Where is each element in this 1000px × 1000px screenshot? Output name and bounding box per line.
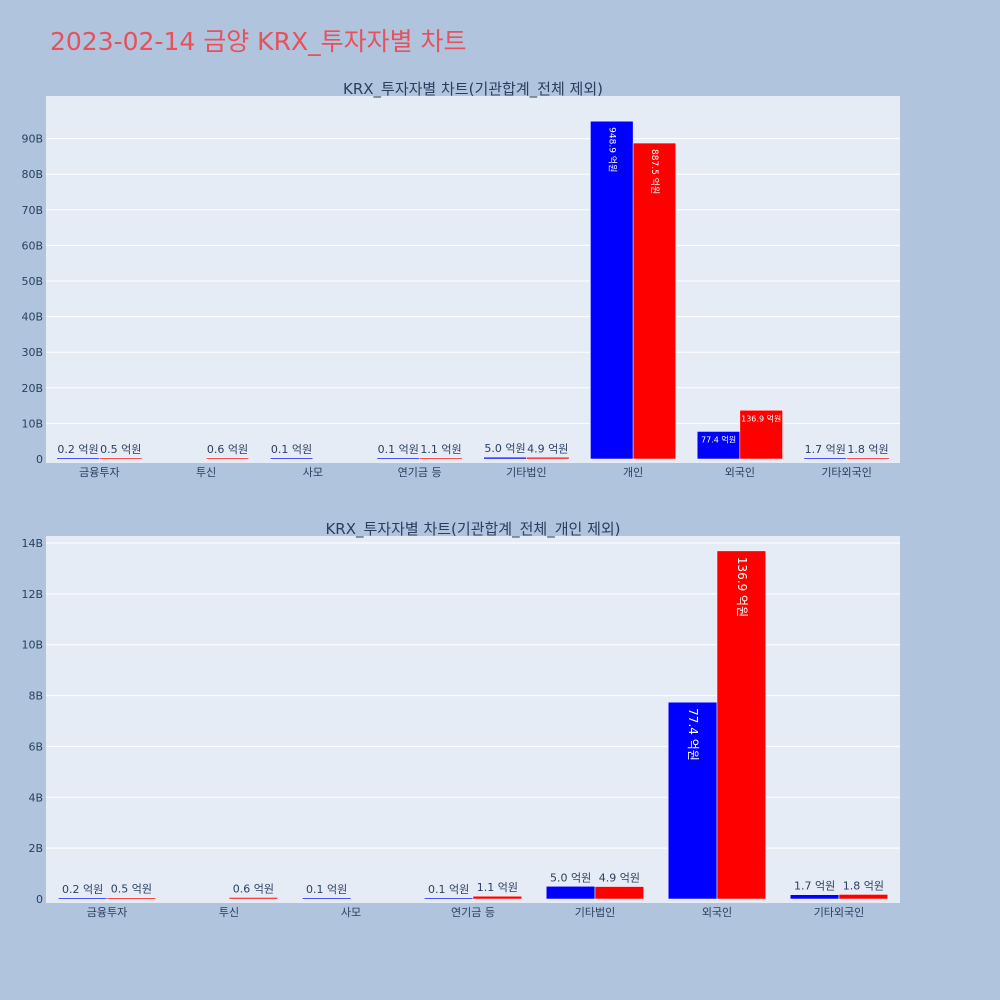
page-title: 2023-02-14 금양 KRX_투자자별 차트 — [50, 27, 467, 56]
x-tick-label: 기타외국인 — [821, 466, 872, 479]
y-tick-label: 12B — [21, 588, 43, 601]
y-tick-label: 6B — [28, 740, 43, 753]
bar — [106, 897, 157, 900]
data-label: 0.2 억원 — [62, 883, 103, 896]
y-tick-label: 40B — [21, 311, 43, 324]
x-tick-label: 사모 — [303, 466, 323, 479]
x-tick-label: 개인 — [623, 466, 643, 479]
chart-investor-excl-institution-total: 0 10B 20B 30B 40B 50B 60B 70B 80B 90B KRX_투자자별 차트(… — [21, 80, 900, 479]
data-label: 77.4 억원 — [686, 708, 700, 761]
data-label: 887.5 억원 — [649, 149, 661, 194]
bar — [423, 897, 474, 900]
bar — [301, 897, 352, 900]
y-tick-label: 8B — [28, 690, 43, 703]
data-label: 4.9 억원 — [527, 442, 568, 455]
x-tick-label: 투신 — [196, 466, 216, 479]
data-label: 0.1 억원 — [378, 443, 419, 456]
data-label: 77.4 억원 — [701, 434, 736, 444]
data-label: 0.1 억원 — [428, 883, 469, 896]
bar — [56, 457, 100, 460]
data-label: 1.1 억원 — [477, 881, 518, 894]
data-label: 4.9 억원 — [599, 872, 640, 885]
bar — [545, 886, 596, 900]
y-tick-label: 50B — [21, 275, 43, 288]
data-label: 0.6 억원 — [233, 882, 274, 895]
y-tick-label: 0 — [36, 893, 43, 906]
data-label: 5.0 억원 — [550, 871, 591, 884]
bar — [205, 457, 250, 460]
bar — [739, 410, 783, 460]
data-label: 0.5 억원 — [111, 883, 152, 896]
x-tick-label: 연기금 등 — [398, 466, 442, 479]
data-label: 0.6 억원 — [207, 443, 248, 456]
y-tick-label: 20B — [21, 382, 43, 395]
data-label: 1.1 억원 — [420, 443, 461, 456]
bar — [526, 457, 570, 460]
x-tick-label: 기타외국인 — [814, 906, 865, 919]
bar — [789, 894, 840, 900]
bar — [803, 457, 847, 460]
data-label: 5.0 억원 — [484, 442, 525, 455]
x-tick-label: 외국인 — [702, 906, 732, 919]
data-label: 136.9 억원 — [735, 557, 749, 617]
y-tick-label: 70B — [21, 204, 43, 217]
y-tick-label: 4B — [28, 791, 43, 804]
data-label: 1.7 억원 — [805, 443, 846, 456]
x-tick-label: 금융투자 — [87, 906, 127, 919]
y-tick-label: 90B — [21, 133, 43, 146]
data-label: 1.8 억원 — [847, 443, 888, 456]
x-tick-label: 금융투자 — [79, 466, 119, 479]
y-tick-label: 2B — [28, 842, 43, 855]
y-tick-label: 10B — [21, 639, 43, 652]
x-tick-label: 연기금 등 — [451, 906, 495, 919]
bar — [472, 895, 523, 900]
data-label: 0.5 억원 — [100, 443, 141, 456]
bar — [594, 886, 645, 900]
data-label: 0.1 억원 — [271, 443, 312, 456]
bar — [483, 456, 527, 460]
data-label: 0.2 억원 — [57, 443, 98, 456]
x-tick-label: 투신 — [219, 906, 239, 919]
chart-investor-excl-institution-and-individual: 0 2B 4B 6B 8B 10B 12B 14B KRX_투자자별 차트(기관합계_전체_개인… — [21, 520, 900, 919]
chart-title: KRX_투자자별 차트(기관합계_전체_개인 제외) — [325, 520, 620, 539]
y-tick-label: 10B — [21, 417, 43, 430]
bar — [696, 431, 741, 460]
plot-area — [46, 96, 900, 463]
data-label: 1.7 억원 — [794, 880, 835, 893]
y-tick-label: 60B — [21, 239, 43, 252]
bar — [838, 894, 889, 900]
bar — [57, 897, 108, 900]
y-tick-label: 0 — [36, 453, 43, 466]
x-tick-label: 기타법인 — [506, 466, 546, 479]
y-tick-label: 80B — [21, 168, 43, 181]
bar — [376, 457, 420, 460]
bar — [228, 897, 279, 900]
chart-title: KRX_투자자별 차트(기관합계_전체 제외) — [343, 80, 603, 99]
bar — [632, 142, 677, 460]
data-label: 948.9 억원 — [606, 127, 618, 172]
x-tick-label: 사모 — [341, 906, 361, 919]
bar — [99, 457, 143, 460]
bar — [590, 120, 634, 460]
bar — [846, 457, 890, 460]
bar — [667, 701, 718, 900]
data-label: 136.9 억원 — [741, 413, 781, 423]
bar — [716, 550, 767, 900]
y-tick-label: 30B — [21, 346, 43, 359]
x-tick-label: 기타법인 — [575, 906, 615, 919]
data-label: 0.1 억원 — [306, 883, 347, 896]
data-label: 1.8 억원 — [843, 879, 884, 892]
x-tick-label: 외국인 — [725, 466, 755, 479]
bar — [419, 457, 463, 460]
y-tick-label: 14B — [21, 537, 43, 550]
bar — [269, 457, 314, 460]
